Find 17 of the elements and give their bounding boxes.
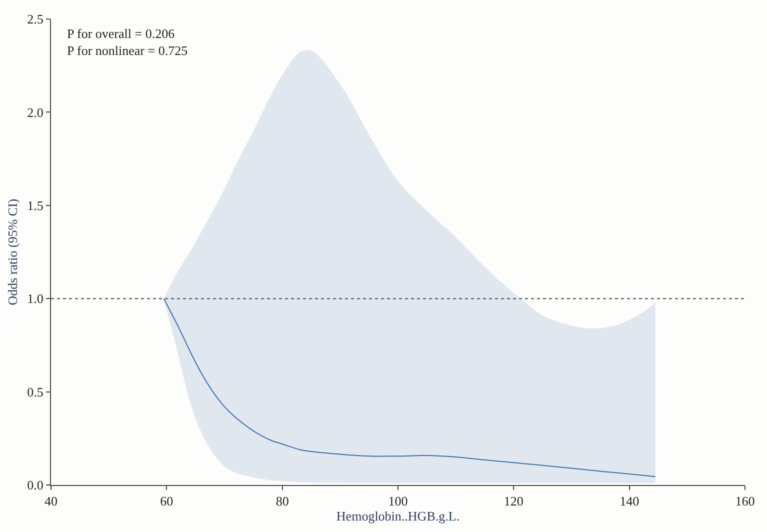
y-tick-label: 0.0: [27, 478, 44, 493]
x-tick-label: 140: [620, 494, 640, 509]
y-tick-label: 1.0: [27, 291, 44, 306]
x-tick-label: 160: [735, 494, 755, 509]
x-tick-label: 120: [504, 494, 524, 509]
x-tick-label: 100: [388, 494, 408, 509]
x-tick-label: 40: [44, 494, 58, 509]
line-series: [163, 298, 656, 478]
x-tick-label: 80: [276, 494, 289, 509]
y-tick-label: 2.5: [27, 12, 44, 27]
y-tick-label: 0.5: [27, 384, 44, 400]
annotation: P for overall = 0.206 P for nonlinear = 0.725: [67, 26, 188, 58]
x-axis-title: Hemoglobin..HGB.g.L.: [336, 508, 460, 524]
x-tick-label: 60: [160, 494, 174, 509]
y-tick-label: 1.5: [27, 198, 44, 213]
y-tick-label: 2.0: [27, 104, 44, 120]
y-axis-title: Odds ratio (95% CI): [5, 198, 20, 306]
